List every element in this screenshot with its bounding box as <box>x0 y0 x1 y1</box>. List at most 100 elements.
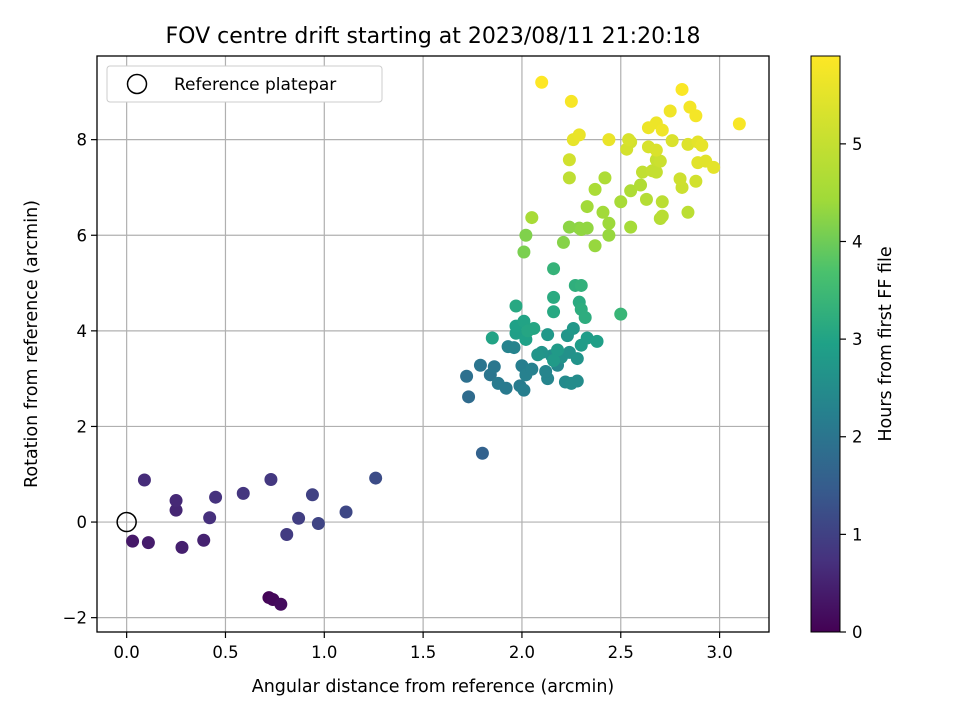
x-tick-label: 2.5 <box>608 643 634 662</box>
x-tick-label: 0.0 <box>114 643 140 662</box>
data-point <box>665 134 679 148</box>
data-points <box>126 75 746 611</box>
data-point <box>531 348 545 362</box>
data-point <box>539 364 553 378</box>
y-tick-label: 8 <box>77 131 88 150</box>
data-point <box>636 165 650 179</box>
data-point <box>547 353 561 367</box>
data-point <box>519 228 533 242</box>
data-point <box>681 137 695 151</box>
data-point <box>280 527 294 541</box>
legend-marker-icon <box>126 73 148 95</box>
x-tick-label: 1.0 <box>311 643 337 662</box>
y-tick-label: 0 <box>77 513 88 532</box>
data-point <box>541 328 555 342</box>
colorbar-label: Hours from first FF file <box>876 246 896 441</box>
data-point <box>689 109 703 123</box>
colorbar: 0 1 2 3 4 5 Hours from first FF file <box>810 55 896 642</box>
data-point <box>624 220 638 234</box>
data-point <box>602 228 616 242</box>
data-point <box>305 488 319 502</box>
data-point <box>556 235 570 249</box>
data-point <box>141 536 155 550</box>
data-point <box>274 597 288 611</box>
data-point <box>566 321 580 335</box>
legend: Reference platepar <box>106 65 383 103</box>
x-tick-label: 3.0 <box>706 643 732 662</box>
data-point <box>507 341 521 355</box>
data-point <box>562 171 576 185</box>
reference-marker <box>116 511 137 533</box>
legend-box <box>106 65 383 103</box>
data-point <box>732 117 746 131</box>
y-axis-ticks: −2 0 2 4 6 8 <box>63 131 97 628</box>
data-point <box>525 362 539 376</box>
data-point <box>639 192 653 206</box>
data-point <box>562 153 576 167</box>
data-point <box>547 262 561 276</box>
chart-title: FOV centre drift starting at 2023/08/11 … <box>166 24 701 49</box>
data-point <box>673 172 687 186</box>
data-point <box>475 446 489 460</box>
data-point <box>614 195 628 209</box>
data-point <box>578 310 592 324</box>
colorbar-tick-label: 0 <box>852 623 863 642</box>
data-point <box>634 178 648 192</box>
data-point <box>675 82 689 96</box>
data-point <box>203 511 217 525</box>
y-tick-label: −2 <box>63 609 87 628</box>
colorbar-tick-label: 5 <box>852 135 863 154</box>
data-point <box>580 200 594 214</box>
x-tick-label: 2.0 <box>509 643 535 662</box>
colorbar-tick-label: 1 <box>852 525 863 544</box>
data-point <box>649 165 663 179</box>
data-point <box>236 486 250 500</box>
data-point <box>574 278 588 292</box>
data-point <box>551 343 565 357</box>
data-point <box>653 154 667 168</box>
data-point <box>655 123 669 137</box>
data-point <box>614 307 628 321</box>
data-point <box>570 374 584 388</box>
data-point <box>588 182 602 196</box>
data-point <box>197 533 211 547</box>
data-point <box>562 220 576 234</box>
data-point <box>602 133 616 147</box>
y-tick-label: 2 <box>77 417 88 436</box>
data-point <box>580 331 594 345</box>
data-point <box>485 331 499 345</box>
data-point <box>460 369 474 383</box>
x-axis-ticks: 0.0 0.5 1.0 1.5 2.0 2.5 3.0 <box>114 632 733 662</box>
data-point <box>572 128 586 142</box>
data-point <box>695 138 709 152</box>
data-point <box>339 505 353 519</box>
data-point <box>596 205 610 219</box>
data-point <box>598 171 612 185</box>
data-point <box>547 290 561 304</box>
data-point <box>707 160 721 174</box>
data-point <box>649 143 663 157</box>
data-point <box>517 383 531 397</box>
data-point <box>369 471 383 485</box>
y-tick-label: 6 <box>77 226 88 245</box>
data-point <box>681 205 695 219</box>
x-axis-label: Angular distance from reference (arcmin) <box>252 677 615 697</box>
x-tick-label: 0.5 <box>212 643 238 662</box>
data-point <box>209 490 223 504</box>
y-axis-label: Rotation from reference (arcmin) <box>22 200 42 488</box>
data-point <box>487 360 501 374</box>
data-point <box>655 209 669 223</box>
data-point <box>547 305 561 319</box>
data-point <box>169 494 183 508</box>
data-point <box>590 334 604 348</box>
data-point <box>521 324 535 338</box>
colorbar-ticks: 0 1 2 3 4 5 <box>840 135 863 642</box>
y-tick-label: 4 <box>77 322 88 341</box>
data-point <box>509 299 523 313</box>
data-point <box>622 133 636 147</box>
data-point <box>602 216 616 230</box>
data-point <box>462 390 476 404</box>
data-point <box>292 511 306 525</box>
data-point <box>580 221 594 235</box>
